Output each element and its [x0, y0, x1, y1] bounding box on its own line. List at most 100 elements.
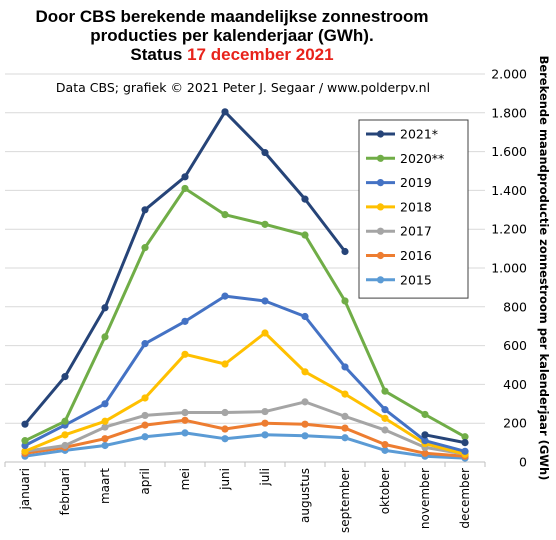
legend-label-2018: 2018 [400, 199, 432, 214]
point-2021*-maart [101, 304, 109, 312]
y-tick-label-1: 200 [503, 416, 527, 431]
point-2018-augustus [301, 368, 309, 376]
point-2019-mei [181, 317, 189, 325]
point-2016-september [341, 424, 349, 432]
point-2020**-november [421, 410, 429, 419]
legend-label-2016: 2016 [400, 248, 432, 263]
point-2015-mei [181, 429, 189, 437]
point-2017-oktober [381, 426, 389, 434]
x-tick-label-juli: juli [258, 468, 272, 487]
point-2018-februari [61, 431, 69, 439]
x-tick-label-januari: januari [18, 468, 32, 511]
point-2021*-juni [221, 108, 229, 116]
y-tick-label-2: 400 [503, 377, 527, 392]
point-2015-september [341, 434, 349, 442]
point-2021*-februari [61, 373, 69, 381]
point-2020**-juni [221, 211, 229, 219]
x-tick-label-augustus: augustus [298, 468, 312, 523]
point-2015-april [141, 433, 149, 441]
point-2020**-september [341, 297, 349, 305]
point-2020**-mei [181, 184, 189, 193]
point-2015-maart [101, 441, 109, 450]
point-2021*-december [461, 439, 469, 447]
point-2018-juni [221, 360, 229, 368]
title-line-1: Door CBS berekende maandelijkse zonnestr… [36, 7, 429, 26]
point-2018-september [341, 390, 349, 398]
point-2021*-april [141, 206, 149, 214]
point-2016-november [421, 449, 429, 457]
x-tick-label-februari: februari [58, 468, 72, 515]
point-2018-januari [21, 447, 29, 455]
series-line-2016-0 [23, 418, 467, 458]
legend-label-2019: 2019 [400, 175, 432, 190]
y-tick-label-8: 1.600 [491, 144, 527, 159]
legend-swatch-marker-2017 [376, 227, 385, 235]
point-2019-augustus [301, 312, 309, 321]
legend-swatch-marker-2015 [376, 276, 385, 284]
point-2021*-november [421, 431, 429, 439]
point-2020**-april [141, 244, 149, 252]
point-2019-september [341, 363, 349, 371]
x-tick-label-september: september [338, 468, 352, 533]
point-2020**-januari [21, 437, 29, 445]
legend-box [358, 119, 469, 299]
point-2016-april [141, 421, 149, 429]
point-2017-februari [61, 441, 69, 450]
point-2017-juli [261, 407, 269, 416]
x-tick-label-maart: maart [98, 468, 112, 504]
y-tick-label-4: 800 [503, 299, 527, 314]
point-2020**-augustus [301, 231, 309, 239]
title-status-date: 17 december 2021 [187, 45, 334, 64]
point-2016-oktober [381, 440, 389, 449]
point-2017-maart [101, 423, 109, 431]
legend-swatch-marker-2016 [376, 251, 385, 260]
point-2017-september [341, 412, 349, 421]
series-line-2020**-0 [23, 187, 467, 443]
y-tick-label-3: 600 [503, 338, 527, 353]
point-2019-april [141, 340, 149, 348]
x-tick-label-december: december [458, 468, 472, 529]
y-axis-label: Berekende maandproductie zonnestroom per… [537, 56, 551, 481]
point-2018-mei [181, 350, 189, 358]
point-2021*-augustus [301, 195, 309, 203]
point-2018-oktober [381, 414, 389, 422]
series-2019 [21, 292, 469, 455]
legend-label-2020**: 2020** [400, 151, 444, 166]
legend-label-2015: 2015 [400, 272, 432, 287]
point-2015-augustus [301, 432, 309, 440]
point-2019-december [461, 447, 469, 455]
x-tick-label-oktober: oktober [378, 468, 392, 514]
point-2017-juni [221, 408, 229, 417]
y-tick-label-6: 1.200 [491, 222, 527, 237]
point-2016-maart [101, 435, 109, 443]
y-tick-label-9: 1.800 [491, 105, 527, 120]
legend-swatch-marker-2020** [376, 154, 385, 162]
point-2017-augustus [301, 398, 309, 406]
point-2015-juli [261, 431, 269, 439]
point-2021*-mei [181, 173, 189, 181]
legend: 2021* 2020** 2019 2018 2017 2016 2015 [358, 119, 469, 299]
series-2021* [21, 108, 469, 447]
point-2018-juli [261, 329, 269, 337]
y-tick-label-7: 1.400 [491, 183, 527, 198]
point-2015-oktober [381, 446, 389, 454]
point-2021*-september [341, 247, 349, 256]
point-2020**-maart [101, 333, 109, 341]
point-2019-juni [221, 292, 229, 300]
point-2018-april [141, 394, 149, 402]
title-line-2: producties per kalenderjaar (GWh). [90, 26, 373, 45]
point-2021*-juli [261, 148, 269, 157]
series-line-2017-0 [23, 400, 467, 456]
x-axis-tick-labels: januari februari maart april mei juni juli augu… [18, 468, 472, 533]
gridlines [5, 73, 485, 424]
point-2017-mei [181, 408, 189, 417]
x-tick-label-november: november [418, 468, 432, 529]
point-2019-november [421, 437, 429, 445]
chart-title: Door CBS berekende maandelijkse zonnestr… [36, 7, 429, 64]
point-2020**-december [461, 433, 469, 441]
legend-swatch-marker-2019 [376, 179, 385, 187]
point-2020**-juli [261, 220, 269, 228]
legend-label-2017: 2017 [400, 224, 432, 239]
series-line-2018-0 [23, 331, 467, 456]
